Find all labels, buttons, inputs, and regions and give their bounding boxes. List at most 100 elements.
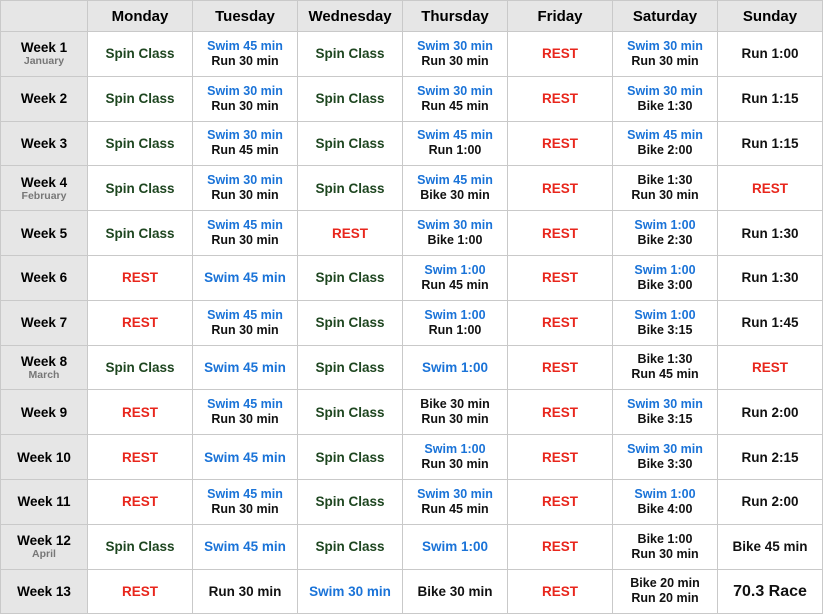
- workout-entry: Run 30 min: [211, 412, 279, 427]
- workout-entry: Spin Class: [315, 404, 385, 420]
- month-label: April: [32, 548, 56, 561]
- workout-entry: Run 1:00: [428, 322, 482, 337]
- workout-entry: Spin Class: [105, 539, 175, 555]
- workout-cell-sunday: Run 1:45: [717, 299, 823, 346]
- workout-entry: Run 30 min: [211, 98, 279, 113]
- workout-cell-saturday: Swim 30 min Run 30 min: [612, 31, 718, 77]
- workout-entry: Swim 45 min: [207, 397, 283, 412]
- workout-cell-monday: Spin Class: [87, 523, 193, 570]
- workout-cell-monday: Spin Class: [87, 344, 193, 391]
- workout-entry: REST: [541, 359, 578, 375]
- week-label-cell: Week 8 March: [0, 344, 88, 391]
- workout-cell-monday: Spin Class: [87, 210, 193, 256]
- workout-cell-wednesday: Spin Class: [297, 31, 403, 77]
- workout-cell-friday: REST: [507, 568, 613, 614]
- workout-cell-tuesday: Swim 30 min Run 30 min: [192, 75, 298, 122]
- workout-entry: Run 1:30: [741, 225, 799, 241]
- workout-cell-friday: REST: [507, 344, 613, 391]
- workout-entry: REST: [541, 180, 578, 196]
- workout-entry: REST: [541, 583, 578, 599]
- workout-entry: Spin Class: [315, 494, 385, 510]
- workout-entry: REST: [121, 494, 158, 510]
- workout-cell-sunday: Run 1:00: [717, 31, 823, 77]
- day-header-friday: Friday: [507, 0, 613, 32]
- workout-cell-wednesday: Swim 30 min: [297, 568, 403, 614]
- week-row: Week 13 REST Run 30 min Swim 30 min Bike 30 …: [0, 568, 823, 614]
- workout-cell-thursday: Swim 1:00: [402, 523, 508, 570]
- workout-entry: Bike 4:00: [637, 501, 693, 516]
- workout-entry: Bike 3:15: [637, 412, 693, 427]
- workout-entry: Swim 1:00: [424, 262, 486, 277]
- workout-entry: Bike 30 min: [420, 188, 490, 203]
- workout-cell-thursday: Bike 30 min Run 30 min: [402, 389, 508, 436]
- workout-entry: Swim 1:00: [634, 262, 696, 277]
- week-label: Week 6: [20, 270, 68, 286]
- workout-cell-sunday: Run 1:30: [717, 254, 823, 301]
- workout-cell-thursday: Swim 1:00 Run 45 min: [402, 254, 508, 301]
- week-label: Week 9: [20, 404, 68, 420]
- workout-entry: 70.3 Race: [733, 582, 807, 600]
- workout-entry: REST: [541, 449, 578, 465]
- workout-entry: Swim 45 min: [207, 307, 283, 322]
- workout-cell-friday: REST: [507, 31, 613, 77]
- week-label-cell: Week 5: [0, 210, 88, 256]
- week-row: Week 3 Spin Class Swim 30 min Run 45 min Spi…: [0, 120, 823, 167]
- workout-cell-wednesday: Spin Class: [297, 254, 403, 301]
- workout-cell-tuesday: Swim 45 min Run 30 min: [192, 389, 298, 436]
- workout-entry: Spin Class: [105, 91, 175, 107]
- workout-entry: Swim 30 min: [417, 486, 493, 501]
- workout-cell-tuesday: Swim 45 min Run 30 min: [192, 31, 298, 77]
- workout-entry: Run 45 min: [421, 277, 489, 292]
- workout-entry: Run 30 min: [421, 412, 489, 427]
- workout-cell-wednesday: Spin Class: [297, 478, 403, 525]
- workout-entry: Bike 1:30: [637, 352, 693, 367]
- workout-entry: Swim 30 min: [627, 397, 703, 412]
- week-label: Week 5: [20, 225, 68, 241]
- workout-entry: Swim 45 min: [204, 270, 286, 286]
- workout-entry: Run 30 min: [421, 457, 489, 472]
- workout-entry: Run 2:00: [741, 404, 799, 420]
- workout-entry: Bike 2:30: [637, 233, 693, 248]
- workout-entry: Bike 30 min: [417, 583, 493, 599]
- workout-entry: REST: [541, 315, 578, 331]
- workout-entry: Swim 45 min: [204, 539, 286, 555]
- workout-entry: Spin Class: [105, 359, 175, 375]
- workout-entry: Spin Class: [315, 91, 385, 107]
- workout-cell-sunday: 70.3 Race: [717, 568, 823, 614]
- workout-entry: Run 45 min: [631, 367, 699, 382]
- week-label-cell: Week 4 February: [0, 165, 88, 212]
- workout-cell-sunday: Run 2:15: [717, 434, 823, 480]
- workout-cell-monday: Spin Class: [87, 31, 193, 77]
- workout-entry: Run 30 min: [211, 233, 279, 248]
- week-label: Week 8: [20, 353, 68, 369]
- workout-entry: REST: [541, 46, 578, 62]
- workout-entry: Spin Class: [105, 46, 175, 62]
- workout-entry: Swim 1:00: [424, 307, 486, 322]
- week-label: Week 3: [20, 135, 68, 151]
- workout-cell-friday: REST: [507, 165, 613, 212]
- workout-cell-sunday: Run 2:00: [717, 478, 823, 525]
- week-row: Week 4 February Spin Class Swim 30 min Run 3…: [0, 165, 823, 212]
- workout-entry: Run 30 min: [631, 546, 699, 561]
- workout-entry: Run 30 min: [421, 53, 489, 68]
- workout-cell-friday: REST: [507, 210, 613, 256]
- workout-entry: Swim 45 min: [207, 486, 283, 501]
- week-row: Week 7 REST Swim 45 min Run 30 min Spin Clas…: [0, 299, 823, 346]
- week-label: Week 12: [17, 533, 71, 549]
- workout-cell-friday: REST: [507, 120, 613, 167]
- workout-cell-saturday: Swim 1:00 Bike 3:00: [612, 254, 718, 301]
- week-row: Week 1 January Spin Class Swim 45 min Run 30…: [0, 31, 823, 77]
- workout-entry: Run 45 min: [421, 98, 489, 113]
- workout-entry: Swim 1:00: [634, 218, 696, 233]
- day-header-sunday: Sunday: [717, 0, 823, 32]
- workout-cell-tuesday: Swim 45 min Run 30 min: [192, 210, 298, 256]
- workout-entry: Run 45 min: [421, 501, 489, 516]
- workout-cell-thursday: Swim 1:00 Run 30 min: [402, 434, 508, 480]
- workout-cell-sunday: Run 2:00: [717, 389, 823, 436]
- day-header-row: Monday Tuesday Wednesday Thursday Friday…: [0, 0, 823, 32]
- workout-entry: Swim 30 min: [627, 38, 703, 53]
- workout-entry: Run 1:45: [741, 315, 799, 331]
- workout-cell-saturday: Swim 30 min Bike 3:30: [612, 434, 718, 480]
- week-label-cell: Week 7: [0, 299, 88, 346]
- workout-cell-wednesday: Spin Class: [297, 523, 403, 570]
